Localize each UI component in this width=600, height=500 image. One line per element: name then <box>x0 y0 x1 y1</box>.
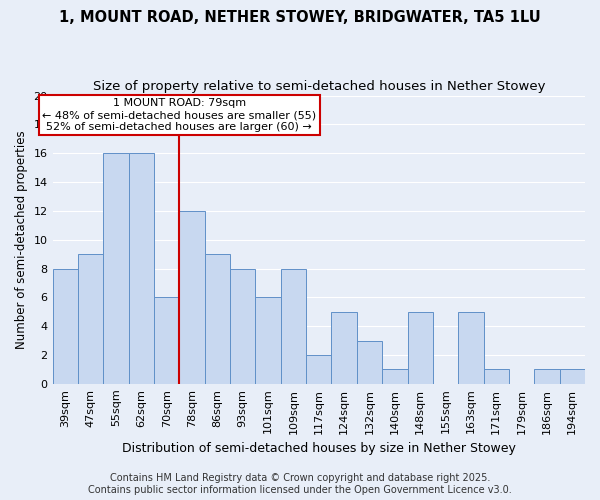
Bar <box>534 370 560 384</box>
Bar <box>128 153 154 384</box>
Bar <box>154 298 179 384</box>
Bar <box>230 268 256 384</box>
X-axis label: Distribution of semi-detached houses by size in Nether Stowey: Distribution of semi-detached houses by … <box>122 442 516 455</box>
Text: 1, MOUNT ROAD, NETHER STOWEY, BRIDGWATER, TA5 1LU: 1, MOUNT ROAD, NETHER STOWEY, BRIDGWATER… <box>59 10 541 25</box>
Bar <box>484 370 509 384</box>
Bar <box>78 254 103 384</box>
Bar <box>458 312 484 384</box>
Bar <box>281 268 306 384</box>
Bar <box>407 312 433 384</box>
Bar <box>53 268 78 384</box>
Bar <box>256 298 281 384</box>
Y-axis label: Number of semi-detached properties: Number of semi-detached properties <box>15 130 28 349</box>
Text: 1 MOUNT ROAD: 79sqm  
← 48% of semi-detached houses are smaller (55)
52% of semi: 1 MOUNT ROAD: 79sqm ← 48% of semi-detach… <box>42 98 316 132</box>
Bar <box>205 254 230 384</box>
Bar <box>357 340 382 384</box>
Text: Contains HM Land Registry data © Crown copyright and database right 2025.
Contai: Contains HM Land Registry data © Crown c… <box>88 474 512 495</box>
Bar <box>560 370 585 384</box>
Title: Size of property relative to semi-detached houses in Nether Stowey: Size of property relative to semi-detach… <box>92 80 545 93</box>
Bar <box>331 312 357 384</box>
Bar <box>103 153 128 384</box>
Bar <box>382 370 407 384</box>
Bar <box>306 355 331 384</box>
Bar <box>179 211 205 384</box>
